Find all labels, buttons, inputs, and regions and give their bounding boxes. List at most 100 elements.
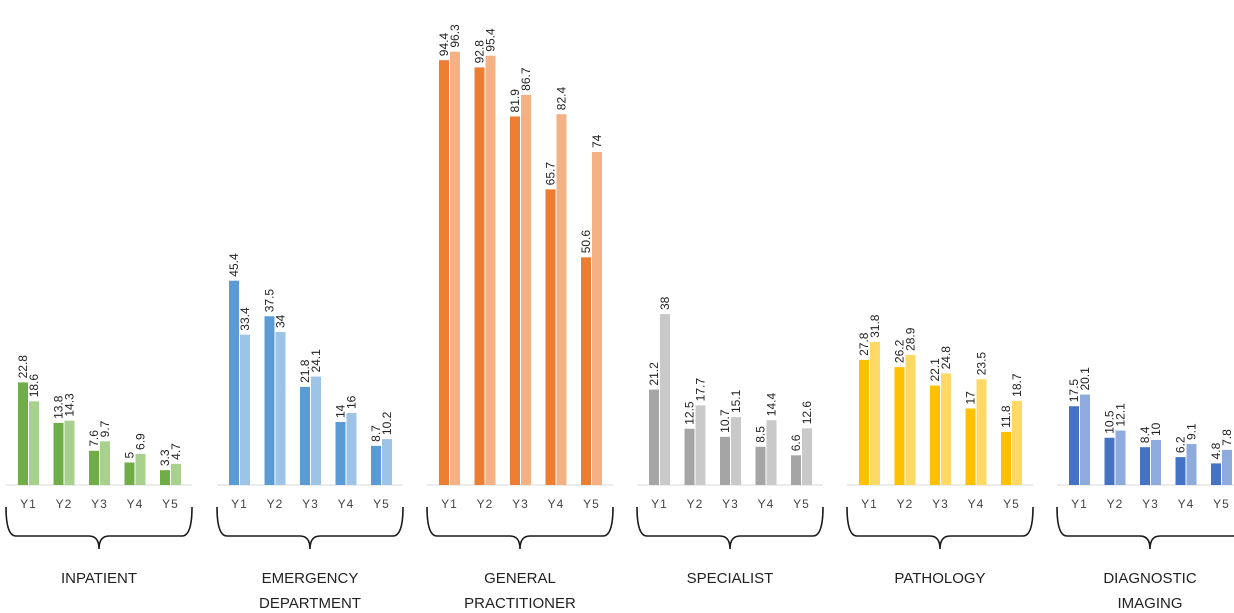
bar: [124, 462, 135, 485]
tick-label: Y3: [512, 497, 529, 511]
tick-label: Y4: [338, 497, 355, 511]
tick-label: Y4: [548, 497, 565, 511]
bar: [870, 341, 880, 485]
data-label: 18.7: [1010, 373, 1024, 397]
bar: [1222, 449, 1232, 485]
data-label: 12.6: [800, 401, 814, 425]
tick-label: Y1: [651, 497, 668, 511]
bar: [53, 422, 64, 485]
category-group: 45.4 37.5 21.8 14 8.7 33.4 34 24.1 16 10.2 Y1 Y2 Y3 Y…: [216, 253, 404, 612]
data-label: 26.2: [893, 339, 907, 363]
data-label: 24.1: [309, 349, 323, 373]
group-brace: [426, 506, 614, 550]
bar: [171, 463, 181, 485]
data-label: 28.9: [904, 327, 918, 351]
data-label: 12.5: [683, 401, 697, 425]
tick-label: Y3: [932, 497, 949, 511]
bar: [521, 94, 531, 485]
data-label: 9.7: [98, 420, 112, 437]
data-label: 6.6: [789, 434, 803, 451]
category-group: 22.8 13.8 7.6 5 3.3 18.6 14.3 9.7 6.9 4.7 Y1 Y2 Y3 Y4…: [5, 355, 193, 587]
data-label: 24.8: [939, 346, 953, 370]
category-group: 27.8 26.2 22.1 17 11.8 31.8 28.9 24.8 23.5 18.7 Y1…: [846, 314, 1034, 587]
data-label: 9.1: [1185, 423, 1199, 440]
bar: [1151, 440, 1161, 485]
group-label: INPATIENT: [61, 570, 137, 587]
tick-label: Y3: [302, 497, 319, 511]
data-label: 37.5: [263, 289, 277, 313]
bar: [100, 441, 110, 485]
tick-label: Y3: [91, 497, 108, 511]
bar: [556, 114, 567, 485]
bar: [766, 420, 777, 485]
tick-label: Y5: [162, 497, 179, 511]
category-group: 17.5 10.5 8.4 6.2 4.8 20.1 12.1 10 9.1 7.8 Y1 Y2 Y3 Y…: [1056, 367, 1234, 612]
group-brace: [636, 506, 824, 550]
group-label: DEPARTMENT: [259, 595, 361, 612]
bar: [1001, 431, 1011, 485]
tick-label: Y2: [267, 497, 284, 511]
data-label: 17.7: [694, 378, 708, 402]
bar: [264, 316, 275, 485]
tick-label: Y2: [56, 497, 73, 511]
data-label: 38: [658, 296, 672, 310]
bar: [660, 314, 670, 485]
data-label: 8.4: [1138, 426, 1152, 443]
bar: [64, 420, 75, 485]
tick-label: Y4: [758, 497, 775, 511]
tick-label: Y1: [861, 497, 878, 511]
data-label: 14.3: [63, 393, 77, 417]
group-label: SPECIALIST: [687, 570, 774, 587]
group-brace: [846, 506, 1034, 550]
bar: [731, 417, 741, 485]
bar: [1186, 444, 1197, 485]
bar: [592, 152, 602, 485]
bar: [1175, 457, 1186, 485]
bar: [965, 408, 976, 485]
data-label: 21.8: [298, 359, 312, 383]
bar: [311, 376, 321, 485]
bar: [300, 386, 310, 485]
bar: [474, 67, 485, 486]
tick-label: Y1: [1071, 497, 1088, 511]
tick-label: Y2: [1107, 497, 1124, 511]
data-label: 10.5: [1103, 410, 1117, 434]
data-label: 18.6: [27, 374, 41, 398]
data-label: 82.4: [555, 87, 569, 111]
data-label: 94.4: [437, 33, 451, 57]
group-brace: [1056, 506, 1234, 550]
data-label: 3.3: [158, 449, 172, 466]
group-label: PATHOLOGY: [894, 570, 985, 587]
group-label: GENERAL: [484, 570, 556, 587]
data-label: 11.8: [999, 405, 1013, 428]
bar: [1104, 437, 1115, 485]
bar: [335, 422, 346, 485]
bar: [485, 55, 496, 485]
bar: [1012, 400, 1022, 485]
bar: [684, 428, 695, 485]
data-label: 86.7: [519, 67, 533, 91]
data-label: 6.9: [134, 433, 148, 450]
group-label: IMAGING: [1117, 595, 1182, 612]
bar: [275, 332, 286, 485]
data-label: 7.6: [87, 430, 101, 447]
bar: [439, 60, 449, 485]
bar: [802, 428, 812, 485]
bar: [894, 367, 905, 485]
data-label: 15.1: [729, 389, 743, 413]
bar: [1069, 406, 1079, 485]
bar: [382, 439, 392, 485]
bar: [930, 385, 940, 485]
data-label: 33.4: [238, 307, 252, 331]
bar: [941, 373, 951, 485]
bar: [18, 382, 28, 485]
category-group: 21.2 12.5 10.7 8.5 6.6 38 17.7 15.1 14.4 12.6 Y1 Y2…: [636, 296, 824, 587]
data-label: 23.5: [975, 352, 989, 376]
bar: [695, 405, 706, 485]
bar: [160, 470, 170, 485]
tick-label: Y2: [897, 497, 914, 511]
bar: [791, 455, 801, 485]
tick-label: Y5: [793, 497, 810, 511]
data-label: 21.2: [647, 362, 661, 386]
